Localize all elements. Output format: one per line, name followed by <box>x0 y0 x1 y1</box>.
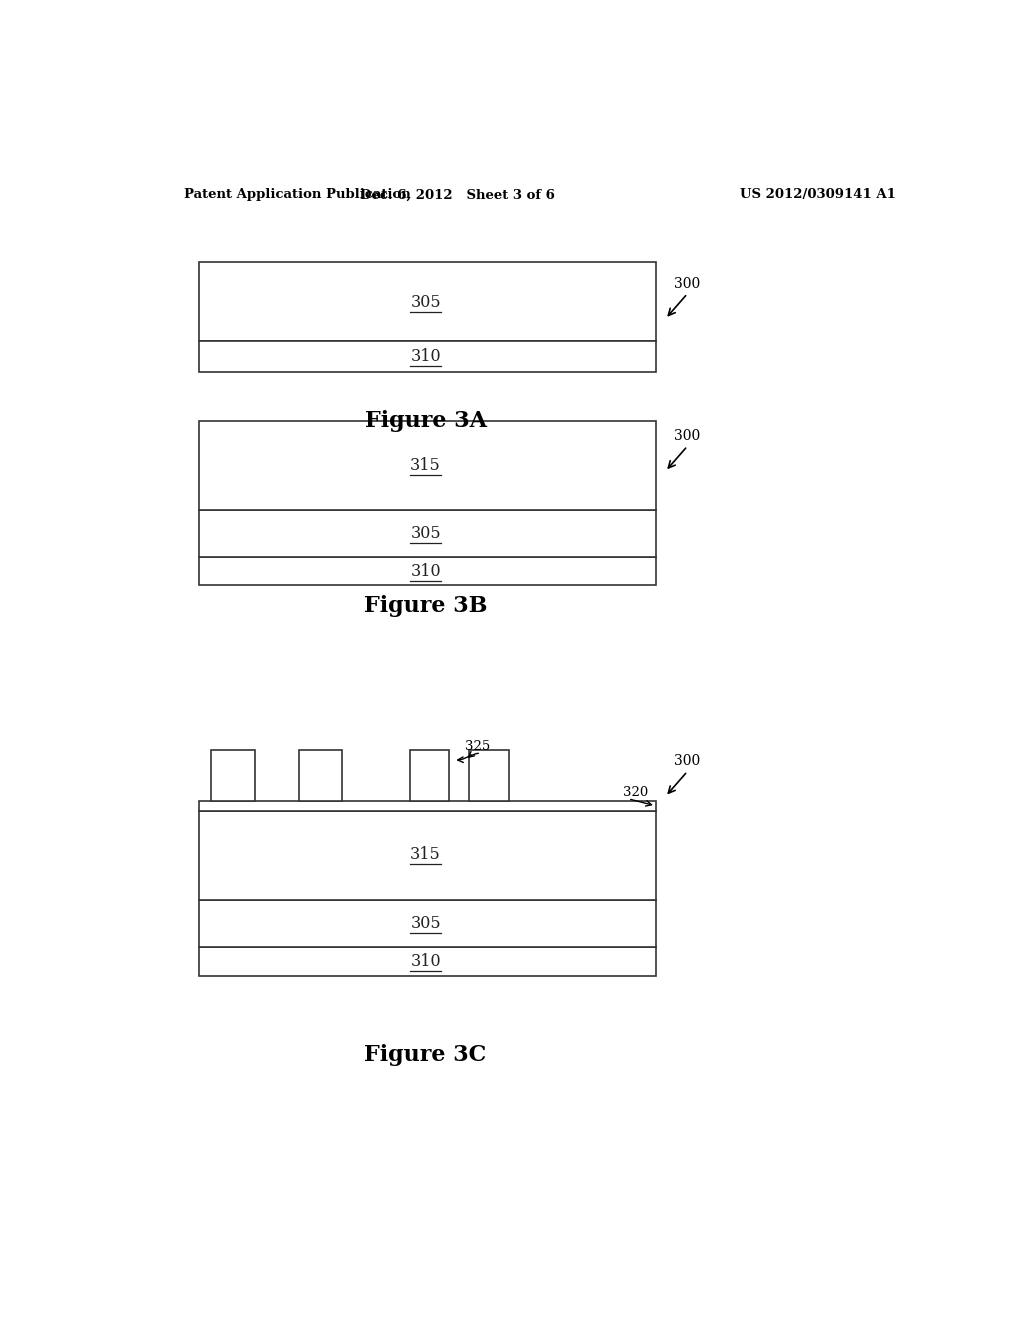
Bar <box>200 421 655 510</box>
Bar <box>200 801 655 810</box>
Bar <box>200 557 655 585</box>
Bar <box>200 342 655 372</box>
Bar <box>200 510 655 557</box>
Text: Patent Application Publication: Patent Application Publication <box>183 189 411 202</box>
Bar <box>200 948 655 975</box>
Bar <box>200 900 655 948</box>
Text: 300: 300 <box>675 429 700 444</box>
Bar <box>469 750 509 801</box>
Text: Figure 3B: Figure 3B <box>364 594 487 616</box>
Text: 305: 305 <box>411 294 441 312</box>
Text: 300: 300 <box>675 276 700 290</box>
Text: 315: 315 <box>411 457 441 474</box>
Text: 310: 310 <box>411 348 441 366</box>
Text: 305: 305 <box>411 525 441 543</box>
Text: Figure 3A: Figure 3A <box>365 409 486 432</box>
Text: 325: 325 <box>465 741 489 752</box>
Text: 315: 315 <box>411 846 441 863</box>
Text: 310: 310 <box>411 562 441 579</box>
Text: 320: 320 <box>624 785 648 799</box>
Text: 305: 305 <box>411 915 441 932</box>
Bar <box>410 750 450 801</box>
Bar <box>200 810 655 900</box>
Bar <box>200 263 655 342</box>
Text: US 2012/0309141 A1: US 2012/0309141 A1 <box>740 189 896 202</box>
Text: 300: 300 <box>675 754 700 768</box>
Bar <box>211 750 255 801</box>
Text: Figure 3C: Figure 3C <box>365 1044 486 1065</box>
Text: Dec. 6, 2012   Sheet 3 of 6: Dec. 6, 2012 Sheet 3 of 6 <box>359 189 555 202</box>
Text: 310: 310 <box>411 953 441 970</box>
Bar <box>299 750 342 801</box>
